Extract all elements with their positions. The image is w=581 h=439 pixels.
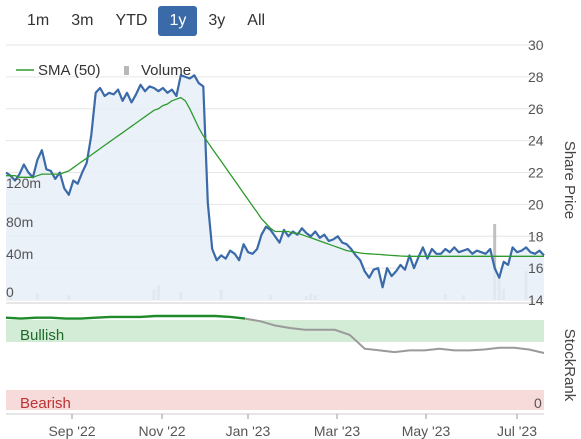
stockrank-axis-title: StockRank [561, 329, 578, 402]
range-tab-3m[interactable]: 3m [71, 12, 94, 29]
sma-legend-label: SMA (50) [38, 62, 101, 79]
bullish-label: Bullish [20, 327, 64, 344]
volume-tick-label: 0 [6, 284, 14, 300]
x-tick-label: Nov '22 [138, 423, 185, 439]
range-tab-1m[interactable]: 1m [27, 12, 50, 29]
range-tab-3y[interactable]: 3y [208, 12, 226, 29]
range-tab-all[interactable]: All [247, 12, 266, 29]
stockrank-series [5, 314, 545, 354]
price-axis-title: Share Price [561, 141, 578, 219]
range-tab-1y[interactable]: 1y [158, 6, 198, 36]
price-tick-label: 28 [528, 69, 544, 85]
price-tick-label: 16 [528, 260, 544, 276]
price-tick-label: 26 [528, 101, 544, 117]
stockrank-bullish-line [5, 314, 246, 320]
price-y-axis: 30 28 26 24 22 20 18 16 14 [528, 37, 544, 308]
x-tick-label: May '23 [402, 423, 451, 439]
bearish-band [6, 390, 544, 410]
x-tick-label: Jan '23 [226, 423, 271, 439]
volume-tick-label: 40m [6, 246, 33, 262]
x-tick-label: Sep '22 [48, 423, 95, 439]
x-tick-label: Mar '23 [314, 423, 360, 439]
range-tabs: 1m 3m YTD 1y 3y All [16, 6, 276, 36]
price-line [5, 74, 545, 289]
price-tick-label: 20 [528, 196, 544, 212]
bearish-label: Bearish [20, 395, 71, 412]
price-tick-label: 18 [528, 228, 544, 244]
price-tick-label: 24 [528, 133, 544, 149]
price-area-fill [6, 75, 544, 300]
bullish-band [6, 320, 544, 342]
volume-tick-label: 120m [6, 175, 41, 191]
price-tick-label: 30 [528, 37, 544, 53]
x-axis-labels: Sep '22 Nov '22 Jan '23 Mar '23 May '23 Jul '… [6, 413, 544, 439]
volume-bar [493, 224, 497, 300]
x-tick-label: Jul '23 [497, 423, 537, 439]
sma-line [6, 96, 544, 257]
range-tab-ytd[interactable]: YTD [115, 12, 148, 29]
chart-legend: SMA (50) Volume [16, 62, 191, 79]
volume-tick-label: 80m [6, 214, 33, 230]
volume-axis-labels: 120m 80m 40m 0 [6, 175, 41, 300]
volume-legend-label: Volume [141, 62, 191, 79]
volume-legend-swatch [124, 66, 129, 75]
stockrank-panel: Bullish Bearish 0 [5, 314, 545, 412]
price-tick-label: 22 [528, 165, 544, 181]
price-tick-label: 14 [528, 292, 544, 308]
price-series [5, 74, 545, 300]
stockrank-zero-tick: 0 [534, 395, 542, 411]
stockrank-neutral-line [244, 317, 545, 354]
